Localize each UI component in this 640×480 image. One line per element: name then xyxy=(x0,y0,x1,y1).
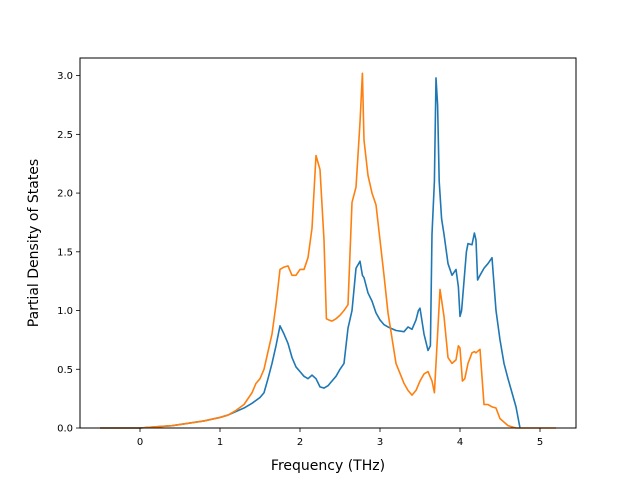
y-tick-label: 0.5 xyxy=(57,365,73,376)
y-axis-label: Partial Density of States xyxy=(26,159,42,327)
x-tick-label: 2 xyxy=(297,437,303,448)
y-tick-label: 1.0 xyxy=(57,306,73,317)
x-axis-label: Frequency (THz) xyxy=(271,458,385,474)
y-tick-label: 3.0 xyxy=(57,71,73,82)
axes-frame xyxy=(79,57,577,429)
y-tick-label: 1.5 xyxy=(57,247,73,258)
x-tick-label: 5 xyxy=(537,437,543,448)
y-axis: 0.0 0.5 1.0 1.5 2.0 2.5 3.0 xyxy=(57,71,80,435)
series-line-1 xyxy=(100,77,521,429)
x-tick-label: 3 xyxy=(377,437,383,448)
x-tick-label: 0 xyxy=(137,437,143,448)
y-tick-label: 2.5 xyxy=(57,130,73,141)
x-axis: 0 1 2 3 4 5 xyxy=(137,428,543,448)
series-line-2 xyxy=(100,72,556,429)
plot-area xyxy=(100,72,556,429)
y-tick-label: 0.0 xyxy=(57,424,73,435)
x-tick-label: 1 xyxy=(217,437,223,448)
y-tick-label: 2.0 xyxy=(57,189,73,200)
x-tick-label: 4 xyxy=(457,437,463,448)
